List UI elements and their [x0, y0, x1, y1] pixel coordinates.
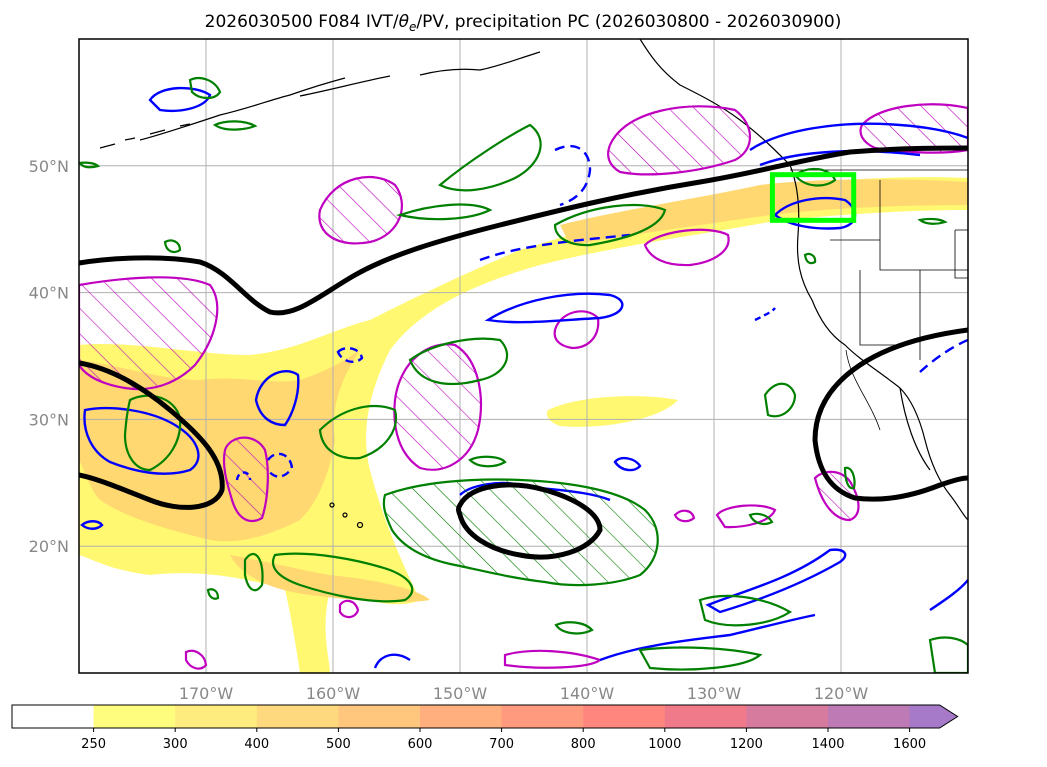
lon-label: 120°W [814, 684, 869, 703]
map-panel [79, 39, 968, 673]
colorbar-tick-label: 300 [163, 737, 188, 752]
lat-label: 40°N [29, 284, 69, 303]
latitude-labels: 50°N 40°N 30°N 20°N [29, 157, 69, 556]
highlight-box [769, 172, 857, 223]
colorbar-segment [583, 705, 666, 728]
colorbar-segment [501, 705, 584, 728]
colorbar-segment [828, 705, 911, 728]
lon-label: 130°W [687, 684, 742, 703]
colorbar-tick-label: 500 [326, 737, 351, 752]
colorbar-tick-label: 1200 [730, 737, 763, 752]
lon-label: 160°W [306, 684, 361, 703]
pv-contours [80, 86, 968, 669]
colorbar-tick-label: 1600 [893, 737, 926, 752]
lon-label: 170°W [179, 684, 234, 703]
colorbar-outline [11, 704, 959, 729]
colorbar-segment [746, 705, 829, 728]
colorbar: 250 300 400 500 600 700 800 1000 1200 1400 1600 [11, 704, 959, 752]
colorbar-segment [420, 705, 503, 728]
lat-label: 20°N [29, 537, 69, 556]
precip-contours [79, 76, 968, 673]
colorbar-extend-arrow [909, 705, 958, 728]
lat-label: 50°N [29, 157, 69, 176]
colorbar-segment [12, 705, 95, 728]
ivt-shading [79, 177, 968, 673]
colorbar-segment [93, 705, 176, 728]
lat-label: 30°N [29, 410, 69, 429]
lon-label: 140°W [560, 684, 615, 703]
map-frame [78, 38, 969, 674]
lon-label: 150°W [433, 684, 488, 703]
colorbar-tick-label: 700 [489, 737, 514, 752]
colorbar-segment [256, 705, 339, 728]
colorbar-segment [175, 705, 258, 728]
colorbar-segment [338, 705, 421, 728]
coastlines [99, 39, 968, 529]
pv-regions [79, 103, 968, 670]
colorbar-tick-label: 400 [244, 737, 269, 752]
colorbar-tick-label: 800 [571, 737, 596, 752]
colorbar-tick-label: 1000 [648, 737, 681, 752]
longitude-labels: 170°W 160°W 150°W 140°W 130°W 120°W [179, 684, 869, 703]
map-title: 2026030500 F084 IVT/θe/PV, precipitation… [205, 12, 842, 34]
colorbar-tick-label: 600 [408, 737, 433, 752]
colorbar-segment [664, 705, 747, 728]
colorbar-tick-label: 250 [81, 737, 106, 752]
theta-e-contours [79, 145, 968, 560]
colorbar-tick-label: 1400 [811, 737, 844, 752]
